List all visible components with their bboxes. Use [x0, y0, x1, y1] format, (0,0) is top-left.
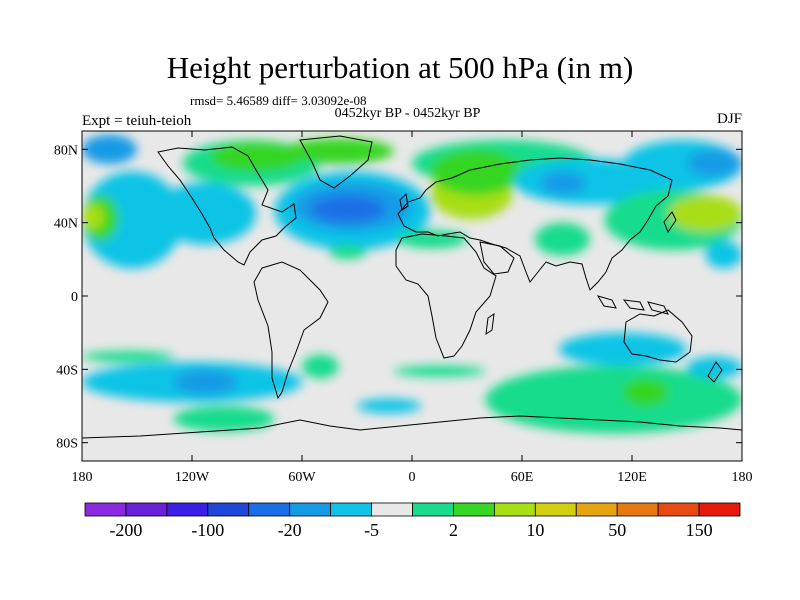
colorbar-box — [657, 502, 700, 517]
coastline-antarctica — [82, 415, 742, 439]
anomaly-region — [311, 195, 385, 223]
x-tick-label: 0 — [409, 470, 416, 485]
coastline-south-america — [253, 261, 329, 400]
anomaly-region — [173, 406, 275, 432]
y-tick-label: 0 — [71, 290, 78, 305]
anomaly-region — [82, 351, 174, 362]
anomaly-region — [687, 356, 742, 379]
x-tick-label: 120E — [617, 470, 647, 485]
anomaly-region — [687, 149, 742, 177]
anomaly-region — [393, 365, 486, 377]
period-text: 0452kyr BP - 0452kyr BP — [334, 106, 481, 121]
anomaly-region — [540, 171, 587, 196]
colorbar-box — [534, 502, 577, 517]
coastline-new-zealand — [707, 361, 723, 383]
anomaly-region — [82, 204, 104, 231]
colorbar-box — [371, 502, 413, 517]
colorbar-label: 50 — [608, 520, 626, 540]
colorbar-box — [125, 502, 168, 517]
anomaly-region — [283, 138, 394, 165]
anomaly-region — [155, 182, 257, 245]
coastline-madagascar — [485, 312, 495, 336]
figure-title: Height perturbation at 500 hPa (in m) — [166, 50, 634, 85]
anomaly-region — [173, 369, 238, 395]
colorbar-label: 150 — [686, 520, 713, 540]
colorbar-box — [248, 502, 291, 517]
y-tick-label: 80N — [54, 143, 78, 158]
x-tick-label: 60E — [511, 470, 534, 485]
anomaly-region — [485, 365, 742, 434]
anomaly-region — [397, 230, 467, 249]
coastline-north-america — [157, 146, 297, 266]
x-tick-label: 180 — [732, 470, 753, 485]
anomaly-region — [705, 241, 742, 269]
y-tick-label: 40S — [56, 363, 78, 378]
anomaly-region — [329, 244, 367, 260]
colorbar-box — [575, 502, 618, 517]
anomaly-region — [210, 142, 302, 172]
colorbar-box — [166, 502, 209, 517]
coastline-indonesia — [596, 295, 669, 315]
coastline-japan — [663, 211, 677, 234]
coastline-uk — [399, 192, 409, 211]
x-tick-label: 120W — [175, 470, 210, 485]
experiment-label: Expt = teiuh-teioh — [82, 113, 192, 129]
colorbar-label: -200 — [109, 520, 142, 540]
colorbar-box — [698, 502, 741, 517]
colorbar-box — [330, 502, 372, 517]
colorbar-box — [207, 502, 250, 517]
y-tick-label: 40N — [54, 217, 78, 232]
colorbar-label: -5 — [364, 520, 379, 540]
anomaly-region — [558, 332, 687, 366]
coastline-arabia — [479, 241, 515, 275]
colorbar-label: 2 — [449, 520, 458, 540]
colorbar-label: -20 — [278, 520, 302, 540]
season-label: DJF — [716, 111, 742, 127]
coastline-australia — [623, 309, 693, 363]
anomaly-region — [622, 378, 669, 406]
anomaly-region — [357, 398, 422, 414]
x-tick-label: 60W — [288, 470, 316, 485]
rmsd-diff-text: rmsd= 5.46589 diff= 3.03092e-08 — [190, 93, 367, 108]
coastline-eurasia — [397, 157, 673, 291]
coastline-africa — [395, 233, 497, 359]
x-tick-label: 180 — [72, 470, 93, 485]
colorbar-box — [453, 502, 495, 517]
latitude-axis: 80N 40N 0 40S 80S — [54, 143, 742, 452]
anomaly-region — [668, 195, 742, 232]
colorbar-label: -100 — [191, 520, 224, 540]
anomaly-region — [534, 222, 590, 256]
colorbar-box — [493, 502, 536, 517]
colorbar-label: 10 — [526, 520, 544, 540]
colorbar-box — [616, 502, 659, 517]
anomaly-region — [82, 134, 137, 164]
longitude-axis: 180 120W 60W 0 60E 120E 180 — [72, 131, 753, 485]
y-tick-label: 80S — [56, 437, 78, 452]
anomaly-region — [82, 171, 183, 269]
colorbar: -200 -100 -20 -5 2 10 50 150 — [84, 502, 741, 540]
anomaly-region — [430, 149, 522, 196]
anomaly-region — [302, 354, 339, 379]
colorbar-box — [84, 502, 127, 517]
coastline-layer — [82, 135, 742, 439]
colorbar-box — [289, 502, 332, 517]
colorbar-box — [412, 502, 454, 517]
coastline-greenland — [299, 135, 373, 189]
